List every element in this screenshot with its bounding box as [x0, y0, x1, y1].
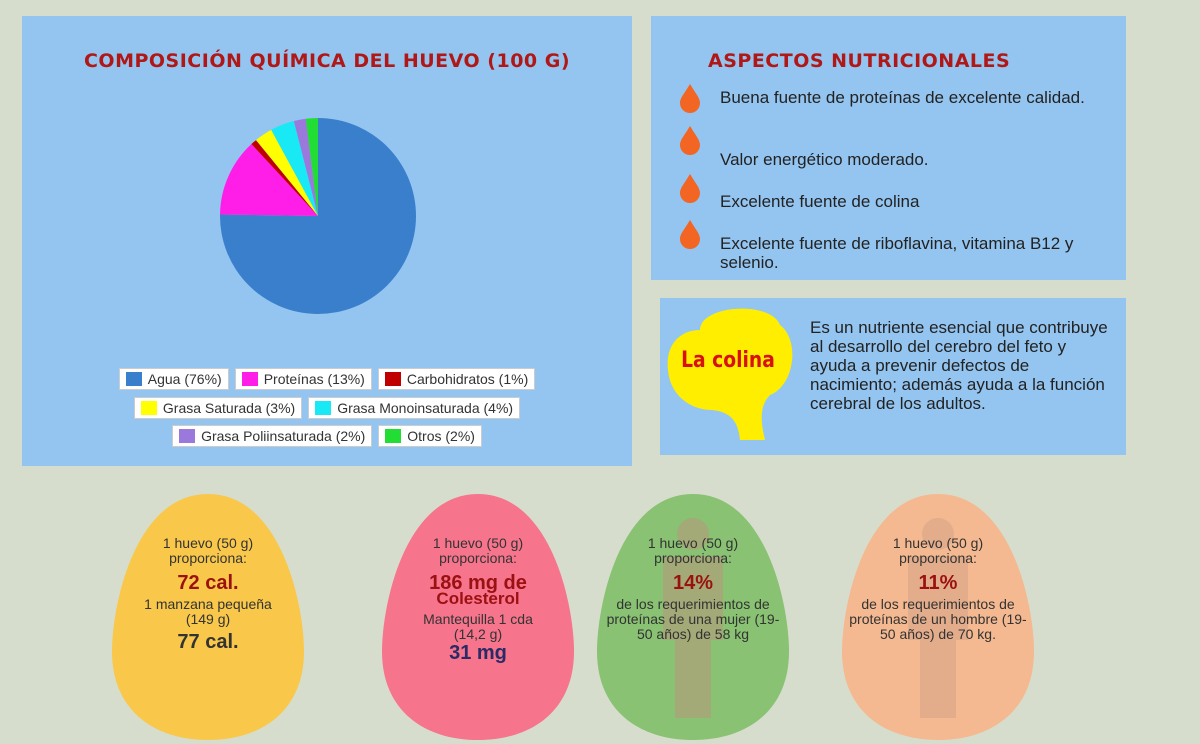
pie-slice — [293, 118, 318, 216]
egg-compare: 77 cal. — [177, 631, 239, 653]
aspects-panel — [651, 16, 1126, 280]
legend-item: Carbohidratos (1%) — [377, 368, 536, 390]
legend-item: Proteínas (13%) — [234, 368, 372, 390]
egg-detail: 1 manzana pequeña (149 g) — [144, 596, 272, 627]
bullet-drop — [680, 220, 700, 249]
egg — [112, 494, 304, 740]
person-head — [677, 518, 709, 550]
egg-highlight: 72 cal. — [177, 572, 239, 594]
bullet-drop — [680, 174, 700, 203]
brain-icon — [667, 308, 793, 440]
legend-item: Grasa Poliinsaturada (2%) — [172, 425, 373, 447]
legend-label: Grasa Saturada (3%) — [162, 400, 296, 416]
pie-slice — [256, 129, 318, 216]
egg-intro: 1 huevo (50 g) proporciona: — [432, 535, 524, 566]
egg-highlight: 11% — [918, 572, 958, 594]
legend-row: Grasa Saturada (3%) Grasa Monoinsaturada … — [22, 397, 632, 419]
egg-intro: 1 huevo (50 g) proporciona: — [162, 535, 254, 566]
pie-slice — [251, 140, 318, 216]
egg-intro: 1 huevo (50 g) proporciona: — [647, 535, 739, 566]
pie-slice — [271, 121, 318, 216]
legend-swatch — [385, 429, 402, 443]
egg-text: 1 huevo (50 g) proporciona: 186 mg de Cole… — [386, 535, 570, 664]
egg-detail: de los requerimientos de proteínas de un… — [849, 596, 1027, 642]
legend-swatch — [140, 401, 157, 415]
legend-label: Grasa Poliinsaturada (2%) — [201, 428, 366, 444]
legend-label: Grasa Monoinsaturada (4%) — [337, 400, 514, 416]
legend-swatch — [125, 372, 142, 386]
egg-detail: Mantequilla 1 cda (14,2 g) — [423, 611, 533, 642]
egg-intro: 1 huevo (50 g) proporciona: — [892, 535, 984, 566]
egg-compare: 31 mg — [449, 642, 507, 664]
aspect-item: Buena fuente de proteínas de excelente c… — [720, 88, 1085, 107]
legend-swatch — [315, 401, 332, 415]
egg-text: 1 huevo (50 g) proporciona: 72 cal. 1 manz… — [116, 535, 300, 653]
legend-item: Grasa Monoinsaturada (4%) — [308, 397, 521, 419]
legend-label: Otros (2%) — [407, 428, 475, 444]
person-head — [922, 518, 954, 550]
colina-text: Es un nutriente esencial que contribuye … — [810, 318, 1108, 413]
egg-highlight: Colesterol — [436, 589, 520, 608]
egg-detail: de los requerimientos de proteínas de un… — [606, 596, 780, 642]
egg-text: 1 huevo (50 g) proporciona: 14% de los req… — [601, 536, 785, 642]
legend-label: Agua (76%) — [147, 371, 222, 387]
egg-highlight: 186 mg de — [429, 572, 527, 594]
colina-label: La colina — [681, 348, 775, 373]
legend-swatch — [241, 372, 258, 386]
person-body — [908, 556, 968, 718]
aspect-item: Excelente fuente de riboflavina, vitamin… — [720, 234, 1074, 272]
legend-label: Carbohidratos (1%) — [406, 371, 529, 387]
pie-slice — [305, 118, 318, 216]
legend-item: Agua (76%) — [118, 368, 229, 390]
bullet-drop — [680, 84, 700, 113]
legend-item: Grasa Saturada (3%) — [133, 397, 303, 419]
egg-text: 1 huevo (50 g) proporciona: 11% de los req… — [846, 536, 1030, 642]
egg — [382, 494, 574, 740]
person-body — [663, 556, 723, 718]
bullet-drop — [680, 126, 700, 155]
legend-swatch — [179, 429, 196, 443]
aspects-title: ASPECTOS NUTRICIONALES — [708, 50, 1011, 72]
egg-highlight: 14% — [672, 572, 714, 594]
legend-label: Proteínas (13%) — [263, 371, 365, 387]
aspect-item: Excelente fuente de colina — [720, 192, 920, 211]
legend-row: Agua (76%) Proteínas (13%) Carbohidratos (… — [22, 368, 632, 390]
legend-item: Otros (2%) — [378, 425, 482, 447]
legend-swatch — [384, 372, 401, 386]
pie-slice — [220, 144, 318, 216]
aspect-item: Valor energético moderado. — [720, 150, 929, 169]
chart-title: COMPOSICIÓN QUÍMICA DEL HUEVO (100 G) — [83, 50, 571, 72]
legend-row: Grasa Poliinsaturada (2%) Otros (2%) — [22, 425, 632, 447]
